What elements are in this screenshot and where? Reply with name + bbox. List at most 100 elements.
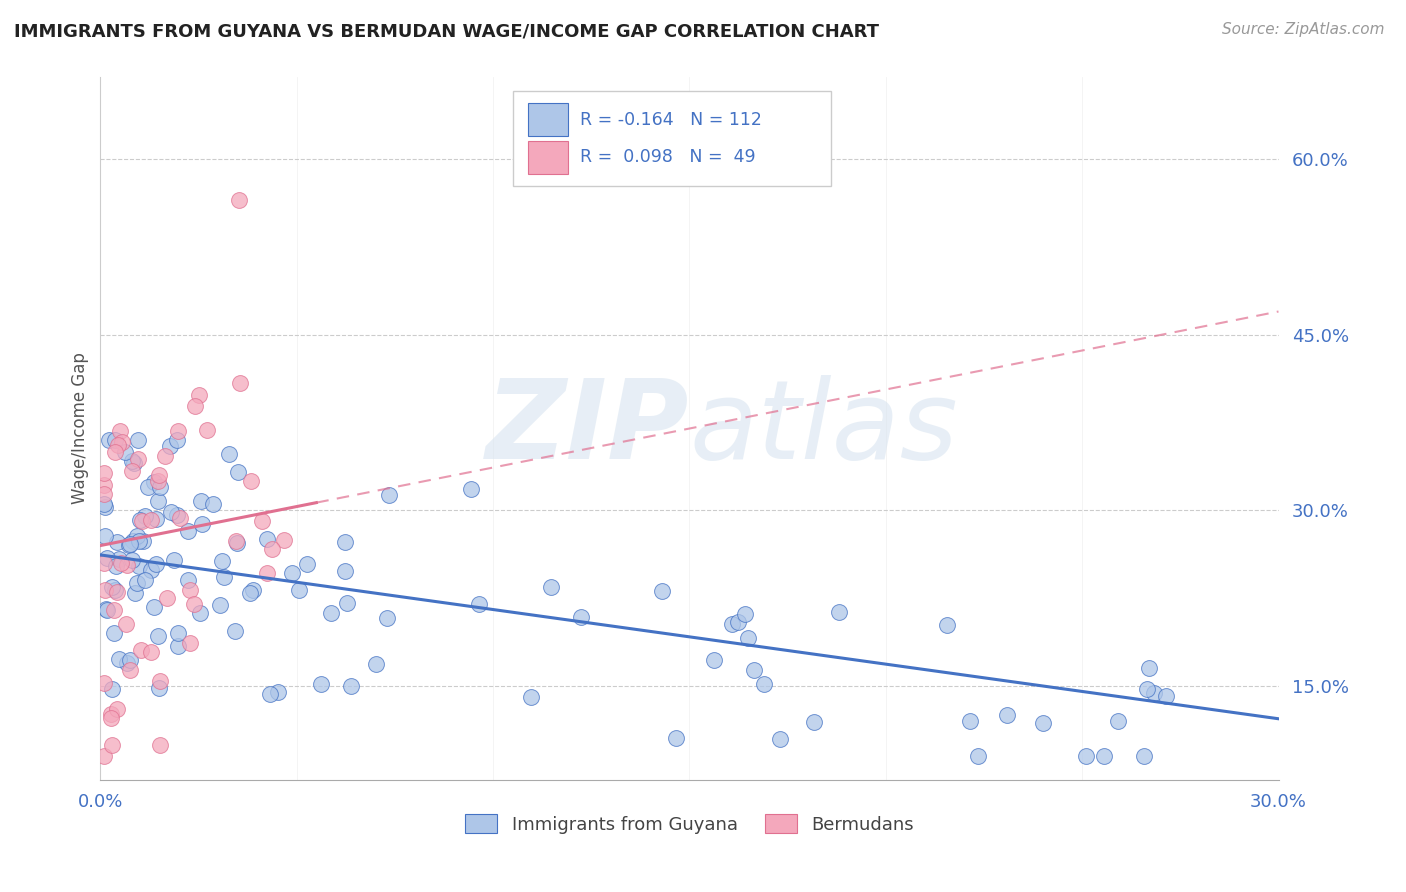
Point [118, 537, 141, 551]
Point [183, 597, 205, 611]
Point [134, 573, 156, 587]
FancyBboxPatch shape [513, 92, 831, 186]
Point [132, 533, 155, 548]
Point [166, 639, 188, 653]
Point [117, 558, 139, 572]
Point [273, 533, 295, 547]
Point [226, 535, 249, 549]
Point [104, 559, 127, 574]
Point [103, 445, 125, 459]
Text: atlas: atlas [689, 375, 957, 482]
Point [103, 603, 125, 617]
Point [98, 434, 121, 448]
Point [333, 534, 356, 549]
Point [128, 533, 150, 548]
Point [280, 566, 302, 580]
Point [378, 488, 401, 502]
Point [239, 586, 262, 600]
Point [167, 424, 190, 438]
Point [1092, 749, 1115, 764]
Point [107, 585, 129, 599]
Point [1143, 686, 1166, 700]
Point [149, 480, 172, 494]
Point [742, 663, 765, 677]
Point [127, 451, 149, 466]
Point [115, 617, 138, 632]
Point [288, 583, 311, 598]
Point [121, 454, 143, 468]
Point [752, 676, 775, 690]
Point [107, 652, 129, 666]
Point [146, 475, 169, 489]
Point [967, 749, 990, 764]
Point [460, 482, 482, 496]
Point [468, 597, 491, 611]
Point [184, 399, 207, 413]
Point [703, 653, 725, 667]
Point [93, 478, 115, 492]
Point [127, 434, 149, 448]
Point [148, 468, 170, 483]
Point [188, 606, 211, 620]
Point [1133, 749, 1156, 764]
Point [769, 732, 792, 747]
Point [129, 513, 152, 527]
Point [110, 556, 132, 570]
Point [107, 437, 129, 451]
Point [333, 564, 356, 578]
Legend: Immigrants from Guyana, Bermudans: Immigrants from Guyana, Bermudans [464, 814, 914, 834]
Point [195, 423, 218, 437]
Point [262, 541, 284, 556]
Point [128, 558, 150, 573]
Point [134, 508, 156, 523]
Point [366, 657, 388, 672]
Point [734, 607, 756, 622]
Point [191, 516, 214, 531]
FancyBboxPatch shape [529, 141, 568, 174]
Point [93, 487, 115, 501]
Point [179, 636, 201, 650]
Point [124, 586, 146, 600]
Point [803, 714, 825, 729]
Point [1156, 689, 1178, 703]
Point [96, 603, 118, 617]
Point [828, 606, 851, 620]
Point [103, 434, 125, 448]
Point [188, 388, 211, 402]
Point [93, 556, 115, 570]
Point [127, 575, 149, 590]
Point [336, 596, 359, 610]
Point [153, 449, 176, 463]
Point [100, 706, 122, 721]
Point [117, 656, 139, 670]
Point [149, 674, 172, 689]
Point [651, 583, 673, 598]
Point [145, 558, 167, 572]
Point [108, 551, 131, 566]
Point [1137, 661, 1160, 675]
Text: R = -0.164   N = 112: R = -0.164 N = 112 [579, 111, 762, 128]
Point [111, 434, 134, 449]
Point [101, 580, 124, 594]
Point [256, 532, 278, 546]
Point [125, 528, 148, 542]
Point [169, 510, 191, 524]
Point [297, 557, 319, 571]
Point [148, 494, 170, 508]
Point [242, 583, 264, 598]
Y-axis label: Wage/Income Gap: Wage/Income Gap [72, 352, 89, 505]
Point [239, 474, 262, 488]
Point [176, 573, 198, 587]
Point [93, 467, 115, 481]
Point [94, 529, 117, 543]
Point [145, 511, 167, 525]
Point [267, 685, 290, 699]
Point [1031, 715, 1053, 730]
Point [166, 434, 188, 448]
Point [569, 609, 592, 624]
Point [959, 714, 981, 728]
Point [259, 687, 281, 701]
Point [94, 582, 117, 597]
Point [100, 711, 122, 725]
Text: R =  0.098   N =  49: R = 0.098 N = 49 [579, 148, 755, 166]
